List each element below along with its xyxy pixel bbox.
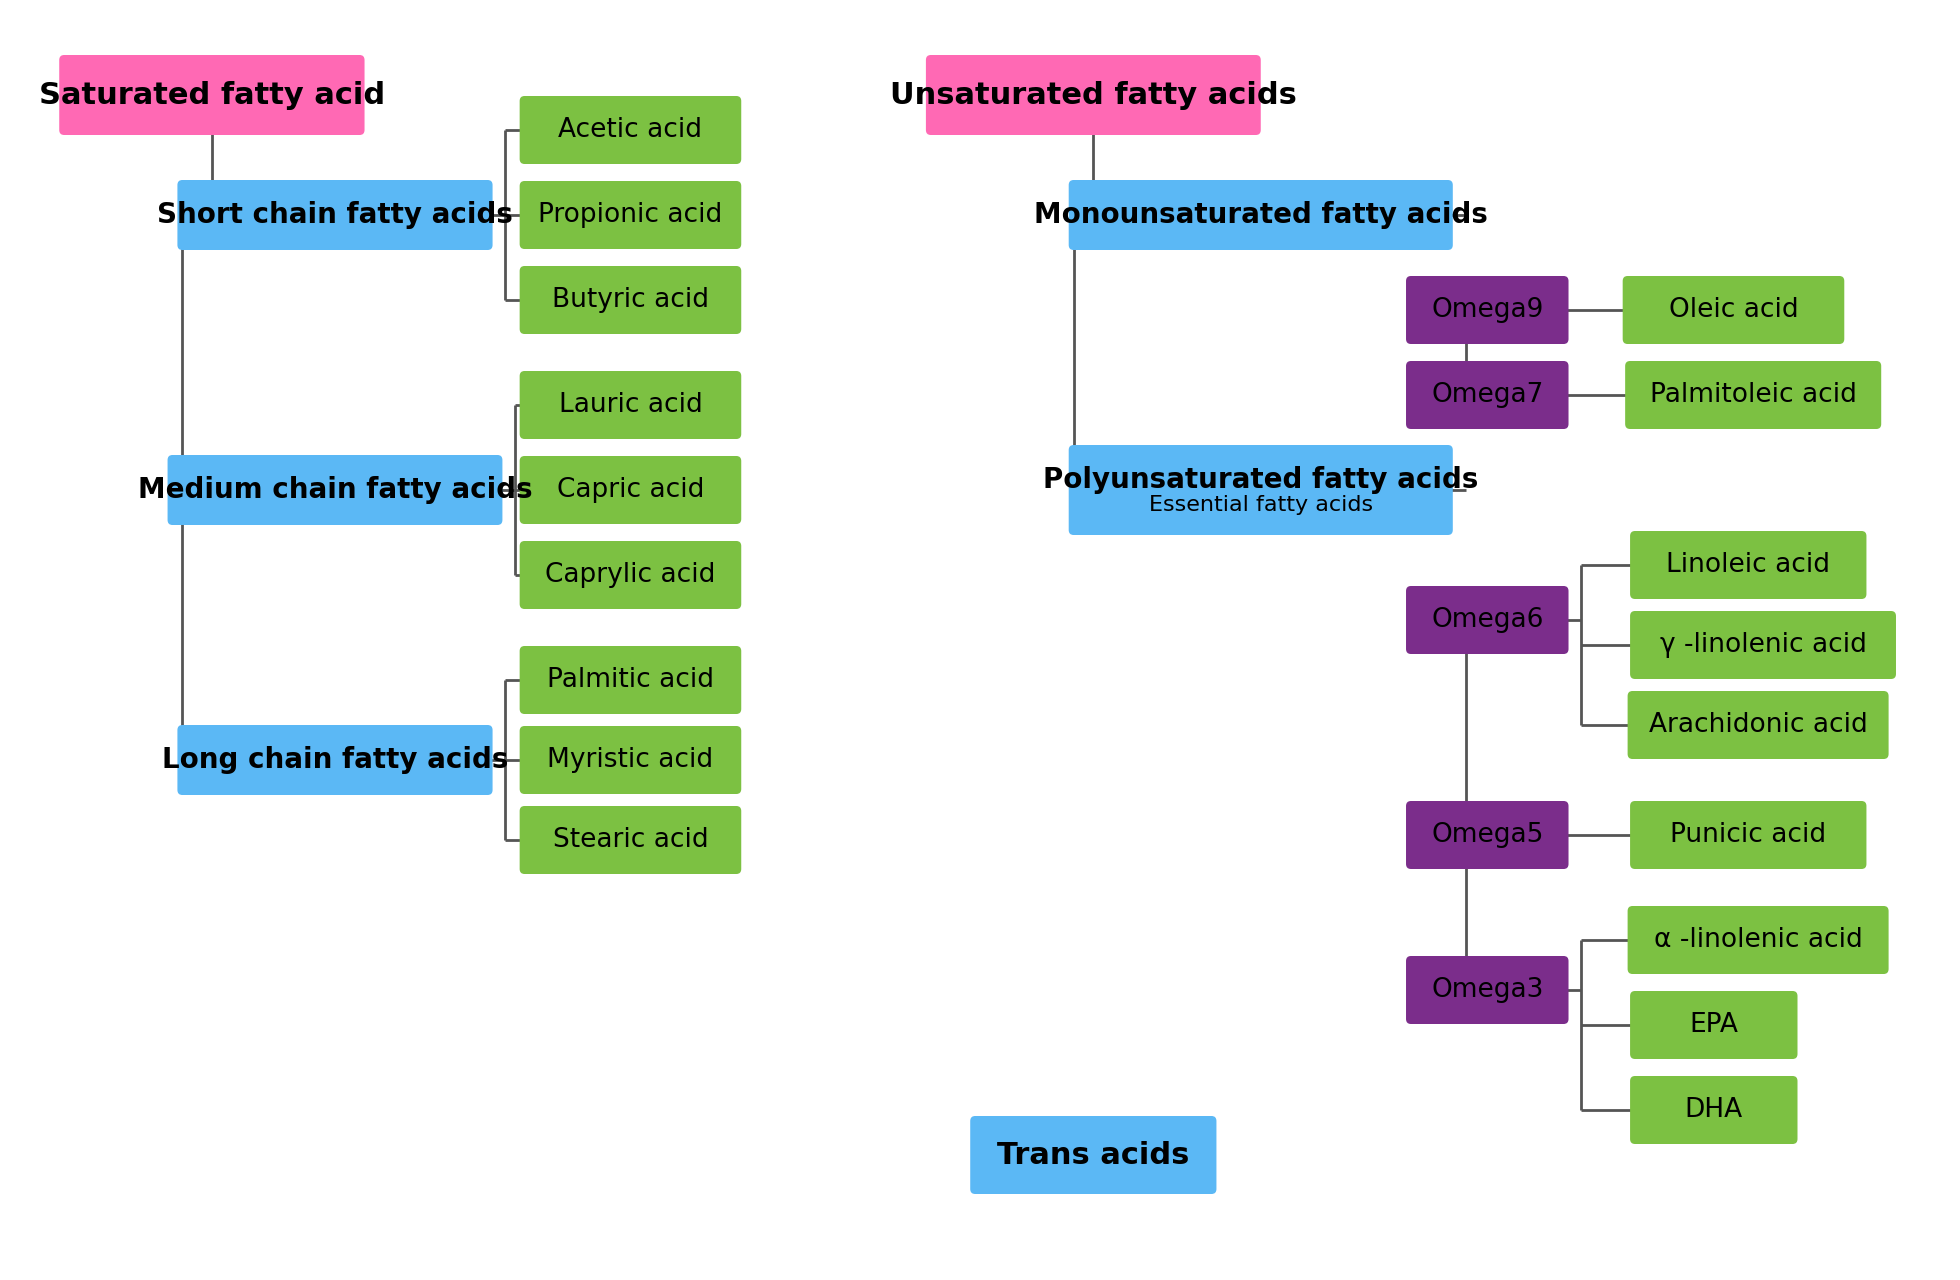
Text: Oleic acid: Oleic acid <box>1668 297 1797 323</box>
Text: Butyric acid: Butyric acid <box>553 287 710 314</box>
FancyBboxPatch shape <box>925 55 1260 134</box>
FancyBboxPatch shape <box>1631 991 1797 1059</box>
FancyBboxPatch shape <box>519 456 741 524</box>
FancyBboxPatch shape <box>519 266 741 334</box>
FancyBboxPatch shape <box>1068 445 1452 535</box>
Text: Omega6: Omega6 <box>1431 607 1543 634</box>
FancyBboxPatch shape <box>519 541 741 609</box>
Text: Trans acids: Trans acids <box>998 1140 1190 1170</box>
FancyBboxPatch shape <box>178 724 492 795</box>
Text: α -linolenic acid: α -linolenic acid <box>1654 927 1862 954</box>
FancyBboxPatch shape <box>1631 1076 1797 1144</box>
Text: Acetic acid: Acetic acid <box>559 116 702 143</box>
Text: Omega7: Omega7 <box>1431 381 1543 408</box>
Text: Capric acid: Capric acid <box>557 477 704 503</box>
FancyBboxPatch shape <box>1631 531 1866 599</box>
FancyBboxPatch shape <box>519 180 741 250</box>
Text: Linoleic acid: Linoleic acid <box>1666 552 1831 579</box>
FancyBboxPatch shape <box>1068 180 1452 250</box>
FancyBboxPatch shape <box>1627 691 1889 759</box>
FancyBboxPatch shape <box>1625 361 1882 429</box>
Text: Propionic acid: Propionic acid <box>539 202 723 228</box>
Text: Polyunsaturated fatty acids: Polyunsaturated fatty acids <box>1043 466 1478 494</box>
FancyBboxPatch shape <box>970 1116 1217 1194</box>
FancyBboxPatch shape <box>59 55 365 134</box>
Text: DHA: DHA <box>1686 1097 1742 1123</box>
Text: Essential fatty acids: Essential fatty acids <box>1149 495 1372 515</box>
FancyBboxPatch shape <box>1631 611 1895 678</box>
Text: Stearic acid: Stearic acid <box>553 827 708 852</box>
Text: Unsaturated fatty acids: Unsaturated fatty acids <box>890 81 1298 110</box>
FancyBboxPatch shape <box>1631 801 1866 869</box>
FancyBboxPatch shape <box>1623 276 1844 344</box>
Text: Caprylic acid: Caprylic acid <box>545 562 715 588</box>
Text: Long chain fatty acids: Long chain fatty acids <box>163 746 508 774</box>
Text: Omega5: Omega5 <box>1431 822 1543 849</box>
FancyBboxPatch shape <box>1405 801 1568 869</box>
FancyBboxPatch shape <box>519 726 741 794</box>
FancyBboxPatch shape <box>1405 586 1568 654</box>
FancyBboxPatch shape <box>1405 276 1568 344</box>
FancyBboxPatch shape <box>519 371 741 439</box>
FancyBboxPatch shape <box>1405 956 1568 1024</box>
Text: Palmitic acid: Palmitic acid <box>547 667 713 692</box>
FancyBboxPatch shape <box>519 806 741 874</box>
FancyBboxPatch shape <box>178 180 492 250</box>
Text: Medium chain fatty acids: Medium chain fatty acids <box>137 476 533 504</box>
FancyBboxPatch shape <box>519 96 741 164</box>
Text: Myristic acid: Myristic acid <box>547 748 713 773</box>
FancyBboxPatch shape <box>1627 906 1889 974</box>
Text: Lauric acid: Lauric acid <box>559 392 702 419</box>
Text: Omega3: Omega3 <box>1431 977 1543 1004</box>
Text: Saturated fatty acid: Saturated fatty acid <box>39 81 384 110</box>
Text: Palmitoleic acid: Palmitoleic acid <box>1650 381 1856 408</box>
FancyBboxPatch shape <box>167 454 502 525</box>
Text: γ -linolenic acid: γ -linolenic acid <box>1660 632 1866 658</box>
Text: EPA: EPA <box>1690 1012 1739 1038</box>
Text: Punicic acid: Punicic acid <box>1670 822 1827 849</box>
FancyBboxPatch shape <box>519 646 741 714</box>
Text: Arachidonic acid: Arachidonic acid <box>1648 712 1868 739</box>
FancyBboxPatch shape <box>1405 361 1568 429</box>
Text: Omega9: Omega9 <box>1431 297 1543 323</box>
Text: Short chain fatty acids: Short chain fatty acids <box>157 201 514 229</box>
Text: Monounsaturated fatty acids: Monounsaturated fatty acids <box>1033 201 1488 229</box>
